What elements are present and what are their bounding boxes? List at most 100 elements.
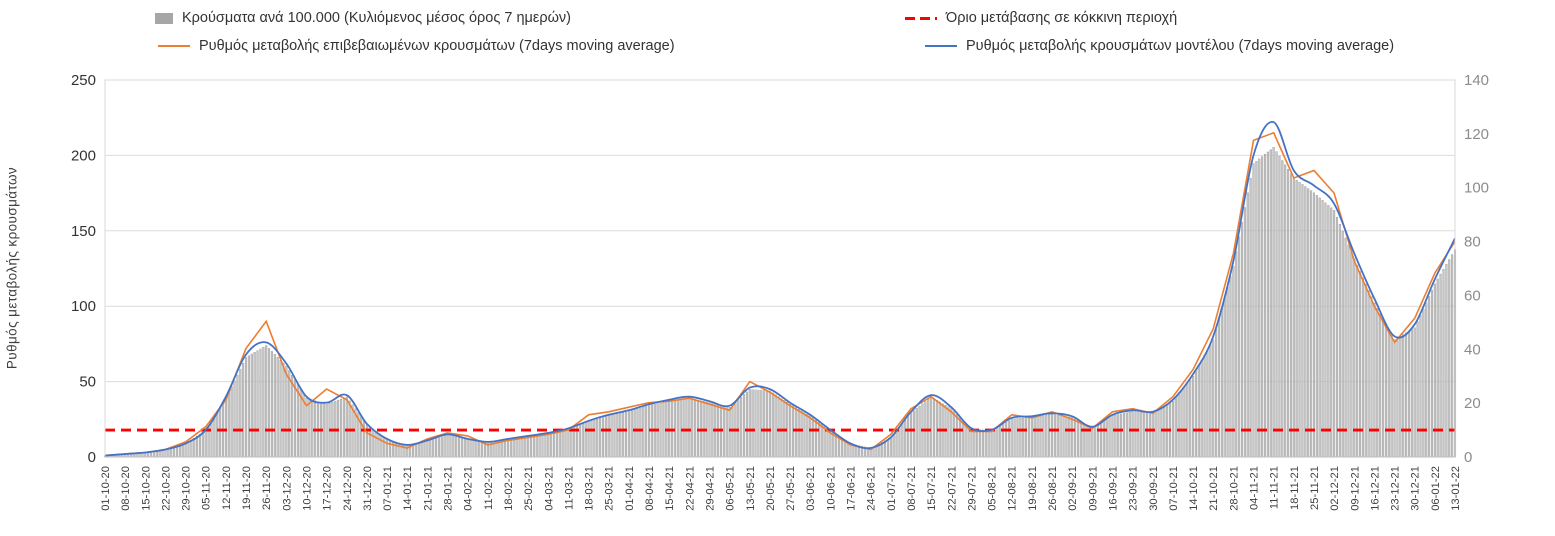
x-axis-tick-label: 15-07-21: [926, 466, 938, 511]
bar: [1287, 169, 1290, 458]
x-axis-tick-label: 14-01-21: [402, 466, 414, 511]
x-axis-tick-label: 28-01-21: [443, 466, 455, 511]
bar: [1036, 416, 1039, 458]
bar: [809, 415, 812, 458]
bar: [976, 429, 979, 458]
bar: [250, 353, 253, 458]
bar: [1356, 264, 1359, 458]
right-axis-tick-label: 140: [1464, 72, 1489, 89]
x-axis-tick-label: 25-02-21: [523, 466, 535, 511]
bar: [1074, 418, 1077, 458]
x-axis-tick-label: 15-04-21: [664, 466, 676, 511]
bar: [639, 407, 642, 458]
bar: [915, 408, 918, 458]
bar: [210, 421, 213, 458]
bar: [892, 434, 895, 458]
bar: [590, 420, 593, 458]
bar: [711, 403, 714, 458]
bar: [1399, 336, 1402, 458]
bar: [780, 398, 783, 458]
bar: [1013, 418, 1016, 458]
bar: [1137, 411, 1140, 458]
bar: [1252, 163, 1255, 458]
bar: [1079, 421, 1082, 458]
bar: [1451, 254, 1454, 458]
bar: [388, 440, 391, 458]
x-axis-tick-label: 19-11-20: [241, 466, 253, 510]
bar: [1384, 323, 1387, 458]
bar: [619, 413, 622, 458]
bar: [806, 413, 809, 458]
bar: [950, 408, 953, 458]
bar: [1160, 407, 1163, 458]
bar: [403, 444, 406, 458]
bar: [1062, 415, 1065, 458]
bar: [774, 394, 777, 458]
bar: [1261, 156, 1264, 458]
bar: [541, 434, 544, 458]
bar: [1312, 192, 1315, 458]
x-axis-tick-label: 06-01-22: [1430, 466, 1442, 511]
bar: [1120, 413, 1123, 458]
bar: [279, 359, 282, 458]
bar: [760, 390, 763, 458]
bar: [1217, 318, 1220, 458]
bar: [1134, 411, 1137, 458]
x-axis-tick-label: 03-06-21: [805, 466, 817, 511]
bar: [1419, 315, 1422, 458]
bar: [1376, 308, 1379, 458]
bar: [245, 357, 248, 458]
bar: [242, 363, 245, 458]
bar: [1292, 177, 1295, 458]
bar: [1249, 177, 1252, 458]
bar: [553, 432, 556, 458]
x-axis-tick-label: 29-04-21: [705, 466, 717, 511]
blue-line-swatch-icon: [925, 44, 957, 48]
bar: [475, 440, 478, 458]
bar: [642, 407, 645, 458]
bar: [285, 365, 288, 458]
x-axis-tick-label: 31-12-20: [362, 466, 374, 511]
bar: [1114, 415, 1117, 458]
bar: [1321, 200, 1324, 458]
bar: [645, 406, 648, 458]
bar: [201, 432, 204, 458]
bar: [564, 429, 567, 458]
x-axis-tick-label: 07-01-21: [382, 466, 394, 511]
bar: [682, 398, 685, 458]
bar: [175, 446, 178, 458]
bar: [443, 435, 446, 458]
bar: [1016, 418, 1019, 458]
bar: [1203, 355, 1206, 458]
bar: [371, 428, 374, 458]
bar: [1255, 160, 1258, 458]
bar: [377, 432, 380, 458]
bar: [1272, 147, 1275, 458]
right-axis-tick-label: 80: [1464, 234, 1481, 251]
bar: [748, 389, 751, 458]
left-axis-tick-label: 200: [71, 147, 96, 164]
bar: [599, 418, 602, 458]
right-axis-tick-label: 40: [1464, 341, 1481, 358]
bar: [676, 399, 679, 458]
bar: [803, 412, 806, 458]
bar: [1194, 370, 1197, 458]
bar: [958, 417, 961, 458]
bar: [1143, 412, 1146, 458]
bar: [1108, 417, 1111, 458]
bar: [173, 447, 176, 458]
legend-label-cases-bars: Κρούσματα ανά 100.000 (Κυλιόμενος μέσος …: [182, 10, 572, 26]
bar: [400, 443, 403, 458]
bar: [679, 399, 682, 458]
bar: [607, 415, 610, 458]
bar: [325, 404, 328, 458]
bar: [1304, 186, 1307, 458]
bar: [345, 396, 348, 458]
x-axis-tick-label: 17-06-21: [846, 466, 858, 511]
x-axis-tick-label: 04-02-21: [463, 466, 475, 511]
bar: [604, 416, 607, 458]
bar: [1076, 420, 1079, 458]
bar: [512, 438, 515, 458]
bar: [691, 398, 694, 458]
bar: [380, 435, 383, 458]
